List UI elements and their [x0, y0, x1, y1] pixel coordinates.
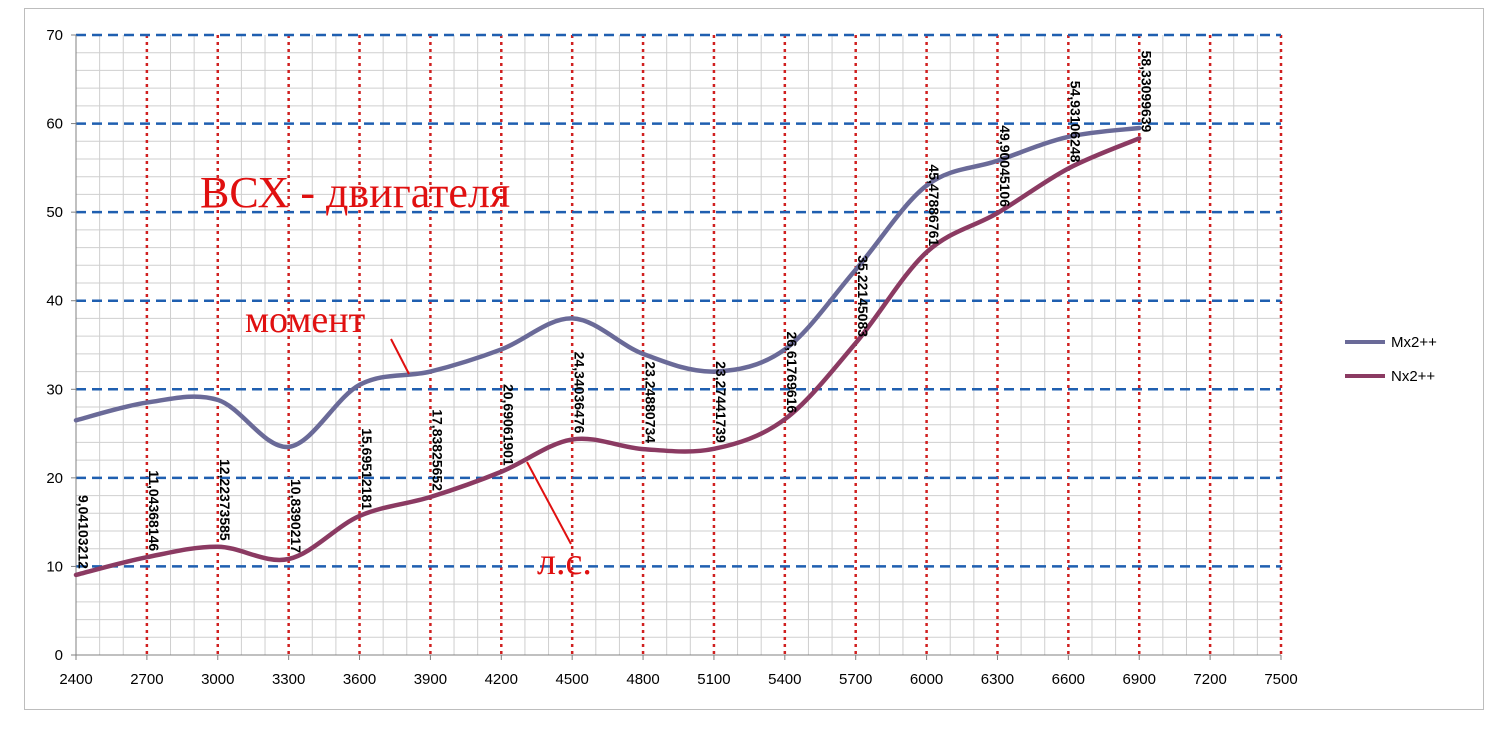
data-label: 20,69061901: [501, 384, 517, 466]
axes: [71, 34, 1282, 660]
x-tick-label: 6300: [981, 671, 1014, 688]
data-label: 24,34036476: [571, 352, 587, 434]
x-tick-label: 7500: [1264, 671, 1297, 688]
x-tick-label: 3900: [414, 671, 447, 688]
data-label: 17,83825652: [430, 409, 446, 491]
y-tick-label: 30: [46, 381, 63, 398]
x-tick-label: 4200: [485, 671, 518, 688]
annotation-title: ВСХ - двигателя: [200, 168, 510, 217]
x-tick-label: 6000: [910, 671, 943, 688]
annotation-hp-pointer: [526, 461, 572, 545]
x-tick-label: 3000: [201, 671, 234, 688]
legend-label: Mx2++: [1391, 334, 1437, 351]
x-tick-labels: 2400 2700 3000 3300 3600 3900 4200 4500 4800 5100…: [59, 671, 1297, 688]
legend: Mx2++ Nx2++: [1345, 334, 1437, 385]
y-tick-labels: 0 10 20 30 40 50 60 70: [46, 27, 63, 664]
data-label: 49,90045106: [997, 125, 1013, 207]
y-tick-label: 20: [46, 470, 63, 487]
data-label: 45,47886761: [926, 164, 942, 246]
data-labels: 9,04103212 11,04368146 12,22373585 10,83902…: [75, 51, 1154, 570]
data-label: 54,93106248: [1068, 81, 1084, 163]
data-label: 10,8390217: [288, 479, 304, 553]
data-label: 23,27441739: [713, 361, 729, 443]
annotation-moment: момент: [245, 299, 366, 341]
annotations: ВСХ - двигателя момент л.с.: [200, 168, 592, 583]
x-tick-label: 3600: [343, 671, 376, 688]
legend-label: Nx2++: [1391, 368, 1435, 385]
data-label: 12,22373585: [217, 459, 233, 541]
series-line-mx2-: [73, 125, 1142, 450]
vertical-gridlines: [145, 35, 1283, 655]
x-tick-label: 2700: [130, 671, 163, 688]
data-label: 11,04368146: [146, 470, 162, 551]
series-lines: [73, 125, 1142, 578]
x-tick-label: 4800: [626, 671, 659, 688]
y-tick-label: 50: [46, 204, 63, 221]
annotation-moment-pointer: [390, 338, 410, 375]
data-label: 23,24880734: [642, 361, 658, 443]
chart-frame: 2400 2700 3000 3300 3600 3900 4200 4500 4800 5100…: [24, 8, 1484, 710]
data-label: 26,61769616: [784, 331, 800, 413]
y-tick-label: 0: [55, 647, 63, 664]
x-tick-label: 5100: [697, 671, 730, 688]
x-tick-label: 4500: [555, 671, 588, 688]
line-chart: 2400 2700 3000 3300 3600 3900 4200 4500 4800 5100…: [46, 27, 1437, 688]
x-tick-label: 3300: [272, 671, 305, 688]
x-tick-label: 6600: [1052, 671, 1085, 688]
x-tick-label: 7200: [1193, 671, 1226, 688]
annotation-hp: л.с.: [537, 541, 592, 583]
x-tick-label: 2400: [59, 671, 92, 688]
data-label: 9,04103212: [75, 495, 91, 569]
series-line-nx2-: [73, 136, 1142, 578]
data-label: 58,33099639: [1139, 51, 1155, 133]
data-label: 35,22145083: [855, 255, 871, 337]
y-tick-label: 60: [46, 116, 63, 133]
data-label: 15,69512181: [359, 428, 375, 510]
y-tick-label: 10: [46, 558, 63, 575]
x-tick-label: 5400: [768, 671, 801, 688]
y-tick-label: 70: [46, 27, 63, 44]
x-tick-label: 6900: [1123, 671, 1156, 688]
major-gridlines: [76, 33, 1281, 568]
minor-gridlines: [76, 35, 1281, 655]
y-tick-label: 40: [46, 293, 63, 310]
x-tick-label: 5700: [839, 671, 872, 688]
